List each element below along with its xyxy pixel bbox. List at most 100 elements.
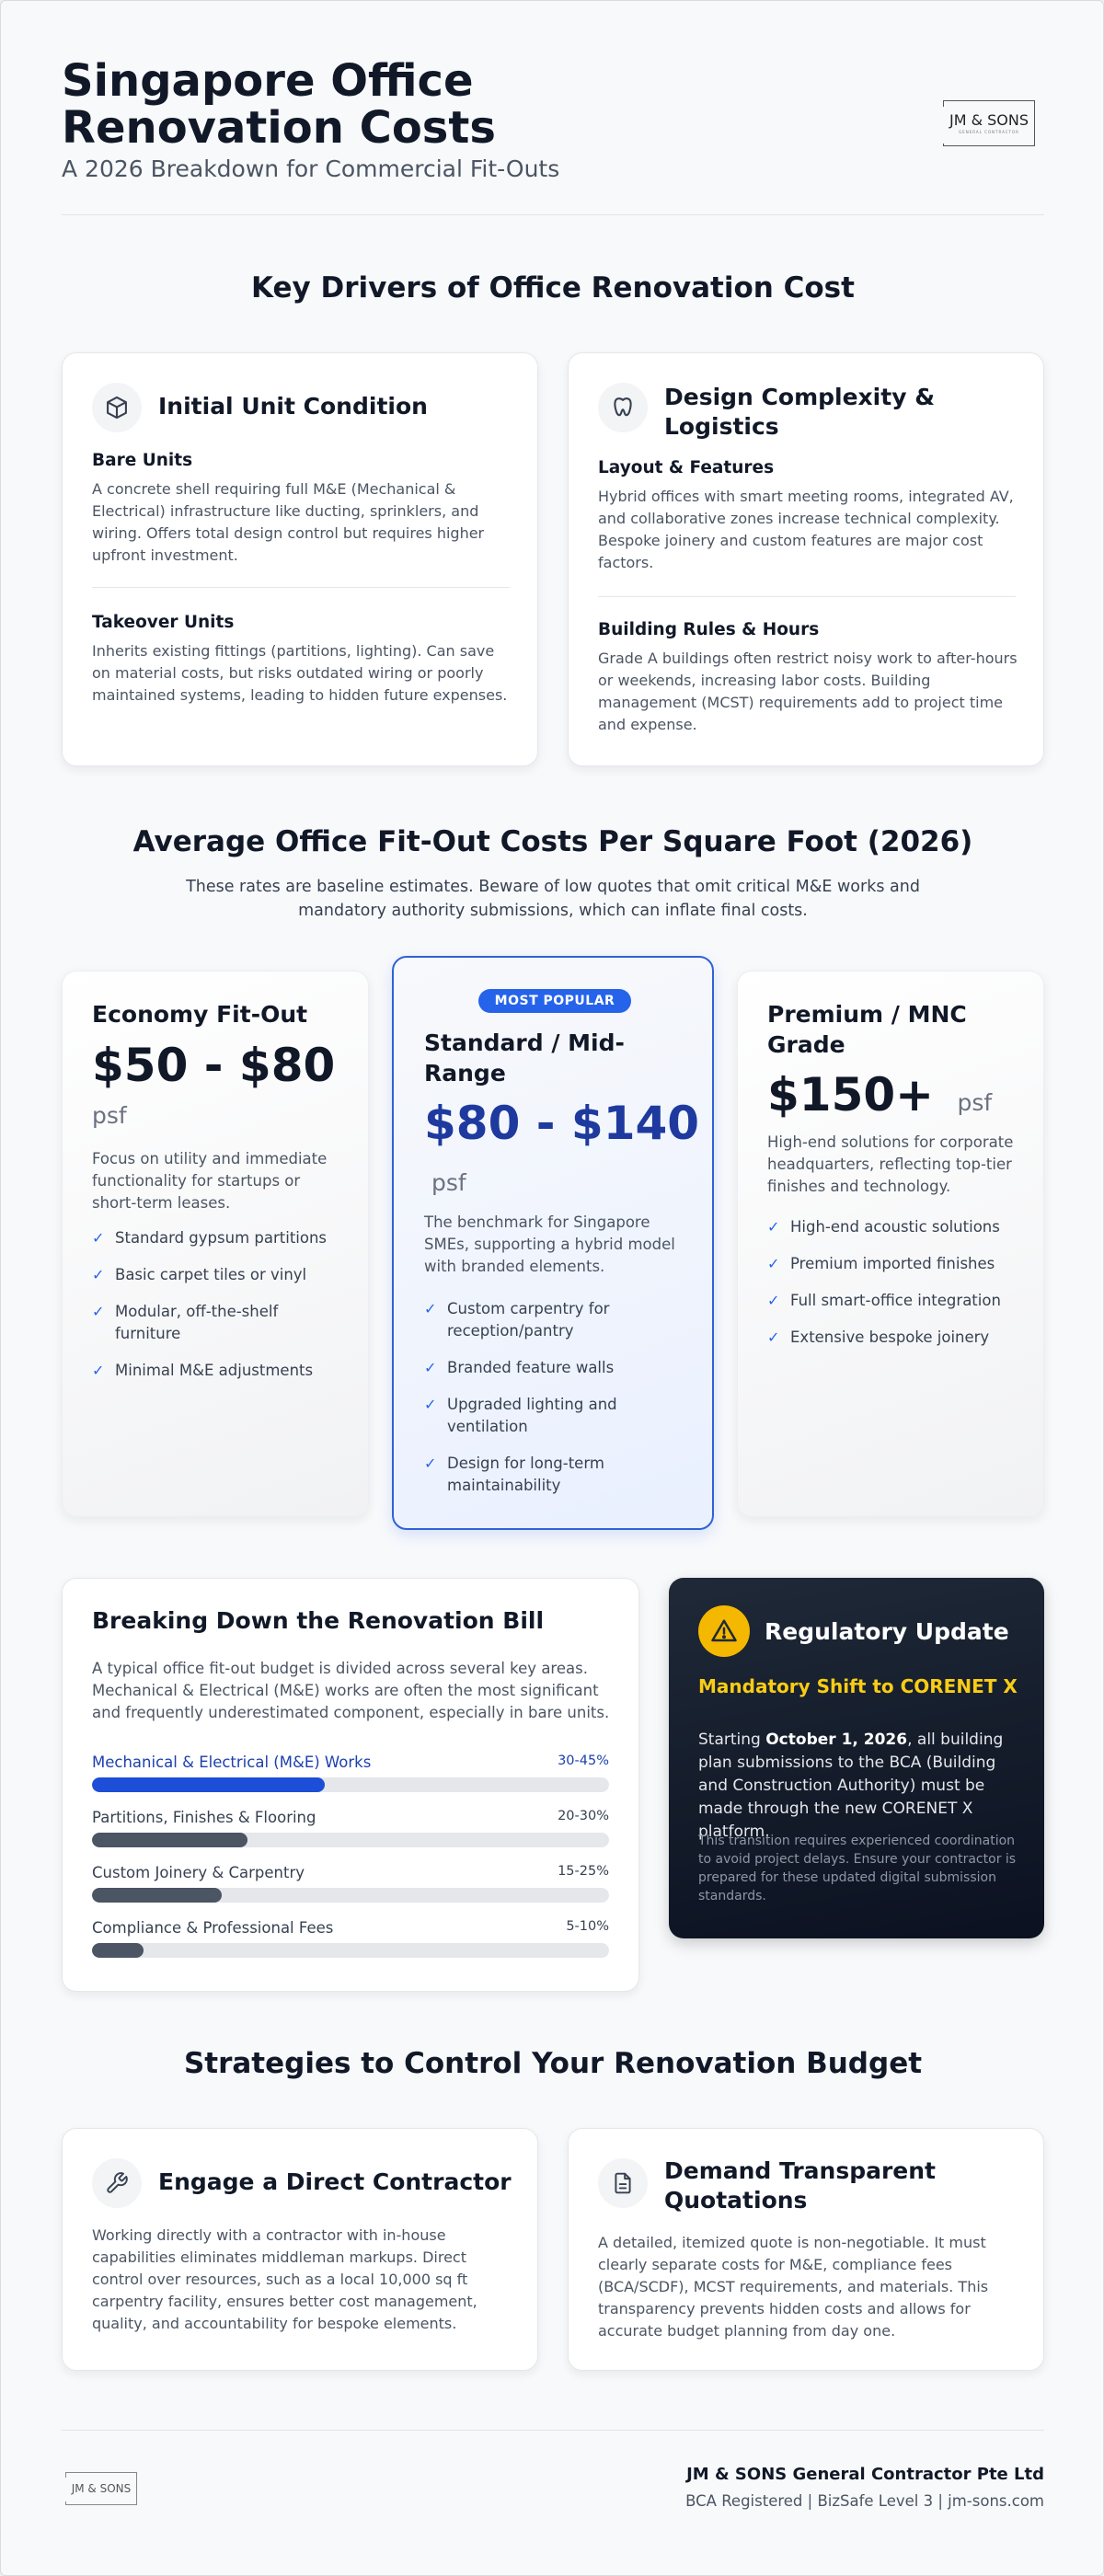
feature-label: Upgraded lighting and ventilation <box>447 1396 617 1435</box>
most-popular-badge: MOST POPULAR <box>478 989 631 1013</box>
breakdown-bar-track <box>92 1943 609 1958</box>
strategy-card-title: Demand Transparent Quotations <box>664 2157 937 2214</box>
feature-item: ✓ Custom carpentry for reception/pantry <box>424 1298 691 1342</box>
breakdown-bar-track <box>92 1777 609 1792</box>
check-icon: ✓ <box>767 1255 780 1272</box>
header-logo-subtext: GENERAL CONTRACTOR <box>959 129 1019 134</box>
tier-unit: psf <box>957 1089 993 1116</box>
strategy-card-title: Engage a Direct Contractor <box>158 2168 512 2195</box>
breakdown-row: Partitions, Finishes & Flooring 20-30% <box>92 1809 609 1864</box>
driver-section-text: Inherits existing fittings (partitions, … <box>92 642 508 704</box>
feature-item: ✓ Branded feature walls <box>424 1357 691 1379</box>
breakdown-bar-track <box>92 1888 609 1903</box>
feature-label: High-end acoustic solutions <box>790 1218 1000 1236</box>
driver-section-text: Grade A buildings often restrict noisy w… <box>598 650 1018 733</box>
pricing-card-economy: Economy Fit-Out $50 - $80 psf Focus on u… <box>62 971 369 1517</box>
feature-item: ✓ Extensive bespoke joinery <box>767 1327 1034 1349</box>
driver-section-title: Building Rules & Hours <box>598 620 820 639</box>
regulatory-date: October 1, 2026 <box>765 1731 908 1749</box>
tier-name: Standard / Mid-Range <box>424 1029 625 1087</box>
driver-card-divider <box>92 587 510 588</box>
tier-price-value: $150+ <box>767 1068 935 1121</box>
tier-feature-list: ✓ Custom carpentry for reception/pantry ✓… <box>424 1298 691 1497</box>
tier-description: High-end solutions for corporate headqua… <box>767 1133 1014 1195</box>
breakdown-bar-fill <box>92 1833 247 1847</box>
breakdown-title: Breaking Down the Renovation Bill <box>92 1607 545 1634</box>
check-icon: ✓ <box>92 1362 105 1379</box>
breakdown-bar-track <box>92 1833 609 1847</box>
breakdown-bars: Mechanical & Electrical (M&E) Works 30-45… <box>92 1754 609 1974</box>
feature-label: Minimal M&E adjustments <box>115 1362 314 1379</box>
check-icon: ✓ <box>424 1359 437 1376</box>
footer-company: JM & SONS General Contractor Pte Ltd <box>686 2465 1044 2484</box>
feature-label: Standard gypsum partitions <box>115 1229 328 1247</box>
breakdown-bar-fill <box>92 1888 222 1903</box>
feature-label: Full smart-office integration <box>790 1292 1001 1309</box>
drivers-heading: Key Drivers of Office Renovation Cost <box>251 271 855 305</box>
breakdown-card: Breaking Down the Renovation Bill A typi… <box>62 1578 639 1992</box>
check-icon: ✓ <box>92 1266 105 1283</box>
feature-item: ✓ Upgraded lighting and ventilation <box>424 1394 691 1438</box>
feature-item: ✓ Modular, off-the-shelf furniture <box>92 1301 359 1345</box>
wrench-icon <box>92 2158 142 2208</box>
breakdown-bar-fill <box>92 1943 144 1958</box>
strategy-card-transparent-quotations: Demand Transparent Quotations A detailed… <box>568 2128 1044 2371</box>
breakdown-row: Mechanical & Electrical (M&E) Works 30-45… <box>92 1754 609 1809</box>
strategies-heading: Strategies to Control Your Renovation Bu… <box>183 2047 923 2080</box>
breakdown-range: 15-25% <box>558 1864 609 1879</box>
check-icon: ✓ <box>767 1328 780 1346</box>
breakdown-label: Mechanical & Electrical (M&E) Works <box>92 1754 372 1771</box>
pricing-heading: Average Office Fit-Out Costs Per Square … <box>132 825 973 858</box>
driver-card-unit-condition: Initial Unit Condition Bare Units A conc… <box>62 352 538 766</box>
breakdown-text: A typical office fit-out budget is divid… <box>92 1660 610 1721</box>
driver-card-title: Initial Unit Condition <box>158 393 428 420</box>
breakdown-row: Custom Joinery & Carpentry 15-25% <box>92 1864 609 1919</box>
footer-logo-text: JM & SONS <box>71 2482 132 2495</box>
header-logo-text: JM & SONS <box>949 110 1029 129</box>
regulatory-title: Regulatory Update <box>765 1618 1009 1645</box>
breakdown-range: 20-30% <box>558 1809 609 1823</box>
tier-description: Focus on utility and immediate functiona… <box>92 1150 328 1212</box>
header-logo: JM & SONS GENERAL CONTRACTOR <box>942 100 1035 146</box>
regulatory-text: Starting October 1, 2026, all building p… <box>698 1729 1020 1844</box>
breakdown-label: Custom Joinery & Carpentry <box>92 1864 305 1881</box>
regulatory-card: Regulatory Update Mandatory Shift to COR… <box>669 1578 1044 1938</box>
warning-icon <box>698 1605 750 1657</box>
breakdown-range: 30-45% <box>558 1754 609 1768</box>
driver-card-design-complexity: Design Complexity & Logistics Layout & F… <box>568 352 1044 766</box>
driver-section-title: Bare Units <box>92 451 193 470</box>
regulatory-subtitle: Mandatory Shift to CORENET X <box>698 1675 1018 1697</box>
driver-card-title: Design Complexity & Logistics <box>664 384 935 440</box>
check-icon: ✓ <box>767 1292 780 1309</box>
tier-price: $150+ psf <box>767 1067 992 1131</box>
feature-item: ✓ High-end acoustic solutions <box>767 1216 1034 1238</box>
driver-section-title: Takeover Units <box>92 613 235 632</box>
breakdown-range: 5-10% <box>566 1919 609 1934</box>
strategy-card-text: Working directly with a contractor with … <box>92 2226 477 2332</box>
cube-icon <box>92 383 142 432</box>
regulatory-note: This transition requires experienced coo… <box>698 1834 1017 1903</box>
feature-label: Modular, off-the-shelf furniture <box>115 1303 279 1342</box>
feature-item: ✓ Premium imported finishes <box>767 1253 1034 1275</box>
feature-label: Branded feature walls <box>447 1359 615 1376</box>
check-icon: ✓ <box>92 1303 105 1320</box>
page-title: Singapore Office Renovation Costs <box>62 55 496 154</box>
feature-label: Custom carpentry for reception/pantry <box>447 1300 610 1340</box>
feature-label: Premium imported finishes <box>790 1255 995 1272</box>
footer-logo: JM & SONS <box>64 2472 137 2505</box>
check-icon: ✓ <box>424 1396 437 1413</box>
driver-section-title: Layout & Features <box>598 458 775 477</box>
feature-item: ✓ Minimal M&E adjustments <box>92 1360 359 1382</box>
document-icon <box>598 2158 648 2208</box>
check-icon: ✓ <box>767 1218 780 1236</box>
breakdown-label: Compliance & Professional Fees <box>92 1919 334 1937</box>
feature-item: ✓ Basic carpet tiles or vinyl <box>92 1264 359 1286</box>
tier-price: $50 - $80 <box>92 1039 336 1092</box>
tier-name: Economy Fit-Out <box>92 1001 308 1028</box>
pricing-card-standard: MOST POPULAR Standard / Mid-Range $80 - … <box>392 956 714 1530</box>
footer-meta: BCA Registered | BizSafe Level 3 | jm-so… <box>685 2492 1044 2510</box>
feature-label: Basic carpet tiles or vinyl <box>115 1266 307 1283</box>
regulatory-text-post: , all building plan submissions to the B… <box>698 1731 1004 1841</box>
feature-item: ✓ Standard gypsum partitions <box>92 1227 359 1249</box>
driver-card-divider <box>598 596 1016 597</box>
